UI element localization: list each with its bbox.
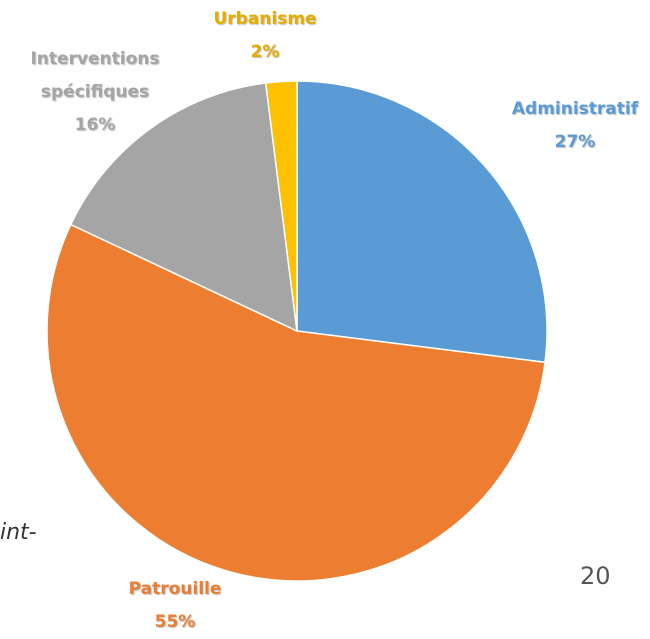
value-label: 55% xyxy=(154,612,196,632)
text-fragment: int- xyxy=(0,520,37,545)
pie-slice xyxy=(264,80,298,332)
pie-slice xyxy=(69,82,298,333)
category-label: Administratif xyxy=(511,99,639,119)
pie-slice xyxy=(296,80,548,364)
value-label: 2% xyxy=(250,42,280,62)
slice-label: Patrouille 55% xyxy=(105,573,245,639)
category-label: Patrouille xyxy=(128,579,222,599)
slide-number: 20 xyxy=(580,562,611,590)
slice-label: Interventions spécifiques 16% xyxy=(10,43,180,142)
slice-label: Administratif 27% xyxy=(505,93,645,159)
category-label: Urbanisme xyxy=(213,9,317,29)
category-label: Interventions spécifiques xyxy=(30,49,160,102)
pie-slice xyxy=(46,223,546,582)
value-label: 16% xyxy=(74,115,116,135)
value-label: 27% xyxy=(554,132,596,152)
slice-label: Urbanisme 2% xyxy=(195,3,335,69)
